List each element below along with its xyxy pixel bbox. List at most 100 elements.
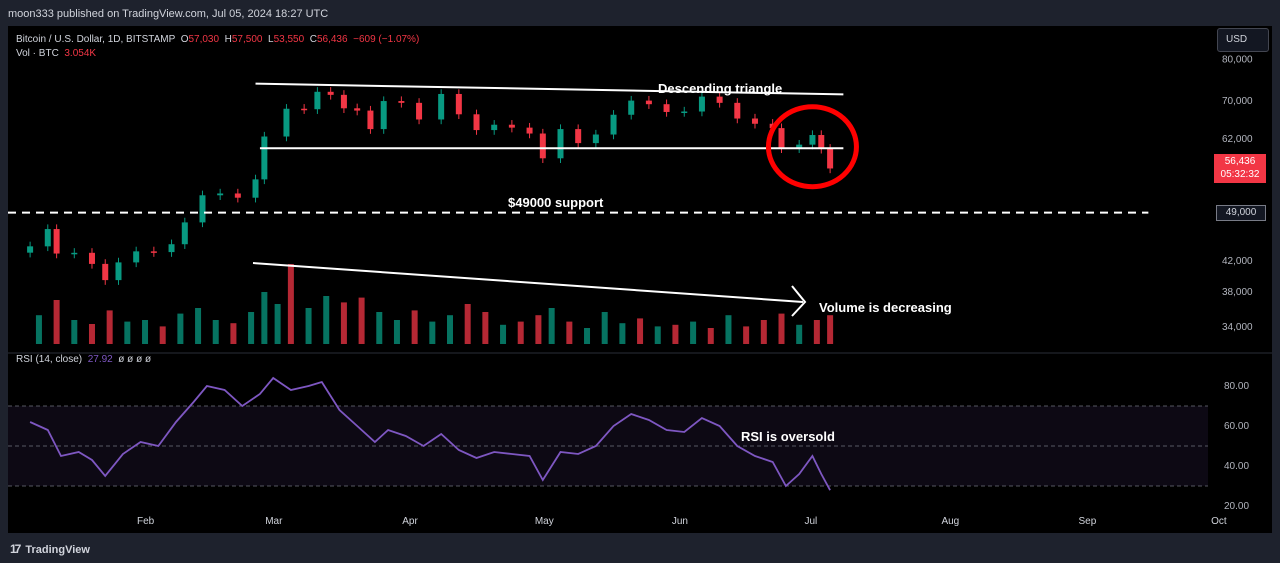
- candle-body-38: [645, 100, 652, 105]
- volume-bar-7: [159, 326, 166, 344]
- volume-bar-45: [813, 320, 820, 344]
- volume-bar-4: [106, 310, 113, 344]
- volume-bar-22: [411, 310, 418, 344]
- volume-bar-9: [195, 308, 202, 344]
- x-tick-oct: Oct: [1211, 516, 1227, 527]
- volume-bar-41: [743, 326, 750, 344]
- candle-body-30: [508, 124, 515, 128]
- candle-body-10: [181, 222, 188, 245]
- publish-header: moon333 published on TradingView.com, Ju…: [0, 0, 1280, 26]
- volume-bar-35: [637, 318, 644, 344]
- candle-body-24: [398, 101, 405, 103]
- volume-bar-46: [827, 315, 834, 344]
- candle-body-36: [610, 114, 617, 135]
- volume-bar-21: [393, 320, 400, 344]
- volume-bar-8: [177, 313, 184, 344]
- volume-bar-43: [778, 313, 785, 344]
- volume-bar-42: [760, 320, 767, 344]
- rsi-value: 27.92: [87, 354, 113, 365]
- candle-body-22: [367, 110, 374, 130]
- volume-bar-6: [142, 320, 149, 344]
- candle-body-7: [133, 251, 140, 263]
- currency-button[interactable]: USD: [1217, 28, 1269, 52]
- volume-bar-30: [548, 308, 555, 344]
- symbol-legend: Bitcoin / U.S. Dollar, 1D, BITSTAMP O57,…: [16, 33, 419, 61]
- candle-body-27: [455, 93, 462, 115]
- volume-bar-0: [35, 315, 42, 344]
- volume-bar-27: [500, 324, 507, 344]
- candle-body-31: [526, 127, 533, 134]
- candle-body-3: [71, 252, 78, 255]
- candle-body-34: [575, 129, 582, 144]
- x-tick-sep: Sep: [1078, 516, 1096, 527]
- symbol-name: Bitcoin / U.S. Dollar, 1D, BITSTAMP: [16, 34, 176, 45]
- volume-bar-39: [707, 328, 714, 344]
- volume-value: 3.054K: [64, 48, 97, 59]
- candle-body-50: [827, 148, 834, 169]
- candle-body-44: [751, 118, 758, 124]
- rsi-tick-0: 80.00: [1224, 381, 1249, 392]
- volume-bar-40: [725, 315, 732, 344]
- candle-body-11: [199, 195, 206, 223]
- volume-bar-28: [517, 321, 524, 344]
- legend-close: 56,436: [316, 34, 348, 45]
- candle-body-19: [327, 91, 334, 95]
- candle-countdown: 05:32:32: [1220, 169, 1260, 181]
- volume-label: Vol · BTC: [16, 48, 59, 59]
- annotation-label-2: Volume is decreasing: [819, 300, 952, 315]
- legend-high-label: H: [224, 34, 232, 45]
- volume-bar-14: [274, 304, 281, 344]
- candle-body-32: [539, 133, 546, 159]
- volume-bar-1: [53, 300, 60, 344]
- candle-body-6: [115, 262, 122, 281]
- candle-body-2: [53, 229, 60, 254]
- price-tick-5: 42,000: [1222, 256, 1253, 267]
- volume-trend-arrowhead: [791, 285, 807, 317]
- price-tick-2: 62,000: [1222, 134, 1253, 145]
- candle-body-46: [778, 128, 785, 149]
- candle-body-29: [491, 124, 498, 131]
- chart-area[interactable]: Descending triangle $49000 support Volume …: [8, 26, 1272, 533]
- candle-body-35: [592, 134, 599, 144]
- volume-bar-44: [796, 324, 803, 344]
- volume-bar-3: [88, 324, 95, 344]
- legend-close-label: C: [309, 34, 317, 45]
- volume-bar-32: [584, 328, 591, 344]
- candle-body-1: [44, 229, 51, 247]
- tradingview-logo-icon: 17: [10, 542, 21, 556]
- rsi-label: RSI (14, close): [16, 354, 83, 365]
- volume-bar-17: [323, 296, 330, 344]
- candle-body-33: [557, 129, 564, 159]
- last-price-tag: 56,436 05:32:32: [1214, 154, 1266, 184]
- candle-body-28: [473, 114, 480, 131]
- candle-body-25: [416, 102, 423, 120]
- candle-body-4: [88, 252, 95, 264]
- candle-body-49: [818, 135, 825, 149]
- candle-body-12: [217, 193, 224, 196]
- rsi-extras: ø ø ø ø: [118, 354, 152, 365]
- candle-body-18: [314, 91, 321, 110]
- rsi-tick-1: 60.00: [1224, 421, 1249, 432]
- candle-body-39: [663, 104, 670, 112]
- legend-high: 57,500: [231, 34, 263, 45]
- volume-bar-23: [429, 321, 436, 344]
- candle-body-43: [734, 102, 741, 119]
- volume-bar-12: [248, 312, 255, 344]
- chart-canvas[interactable]: Descending triangle $49000 support Volume …: [8, 26, 1272, 533]
- tradingview-logo[interactable]: 17 TradingView: [10, 542, 90, 556]
- volume-bar-18: [340, 302, 347, 344]
- price-tick-1: 70,000: [1222, 96, 1253, 107]
- price-tick-0: 80,000: [1222, 54, 1253, 65]
- volume-bar-11: [230, 323, 237, 344]
- legend-low-label: L: [268, 34, 274, 45]
- publish-info: moon333 published on TradingView.com, Ju…: [8, 8, 329, 20]
- volume-bar-33: [601, 312, 608, 344]
- candle-body-8: [150, 251, 157, 253]
- annotation-label-1: $49000 support: [508, 195, 604, 210]
- volume-bar-37: [672, 324, 679, 344]
- volume-bar-13: [261, 292, 268, 344]
- price-tick-6: 38,000: [1222, 287, 1253, 298]
- volume-bar-38: [690, 321, 697, 344]
- candle-body-5: [102, 263, 109, 281]
- rsi-band: [8, 406, 1208, 486]
